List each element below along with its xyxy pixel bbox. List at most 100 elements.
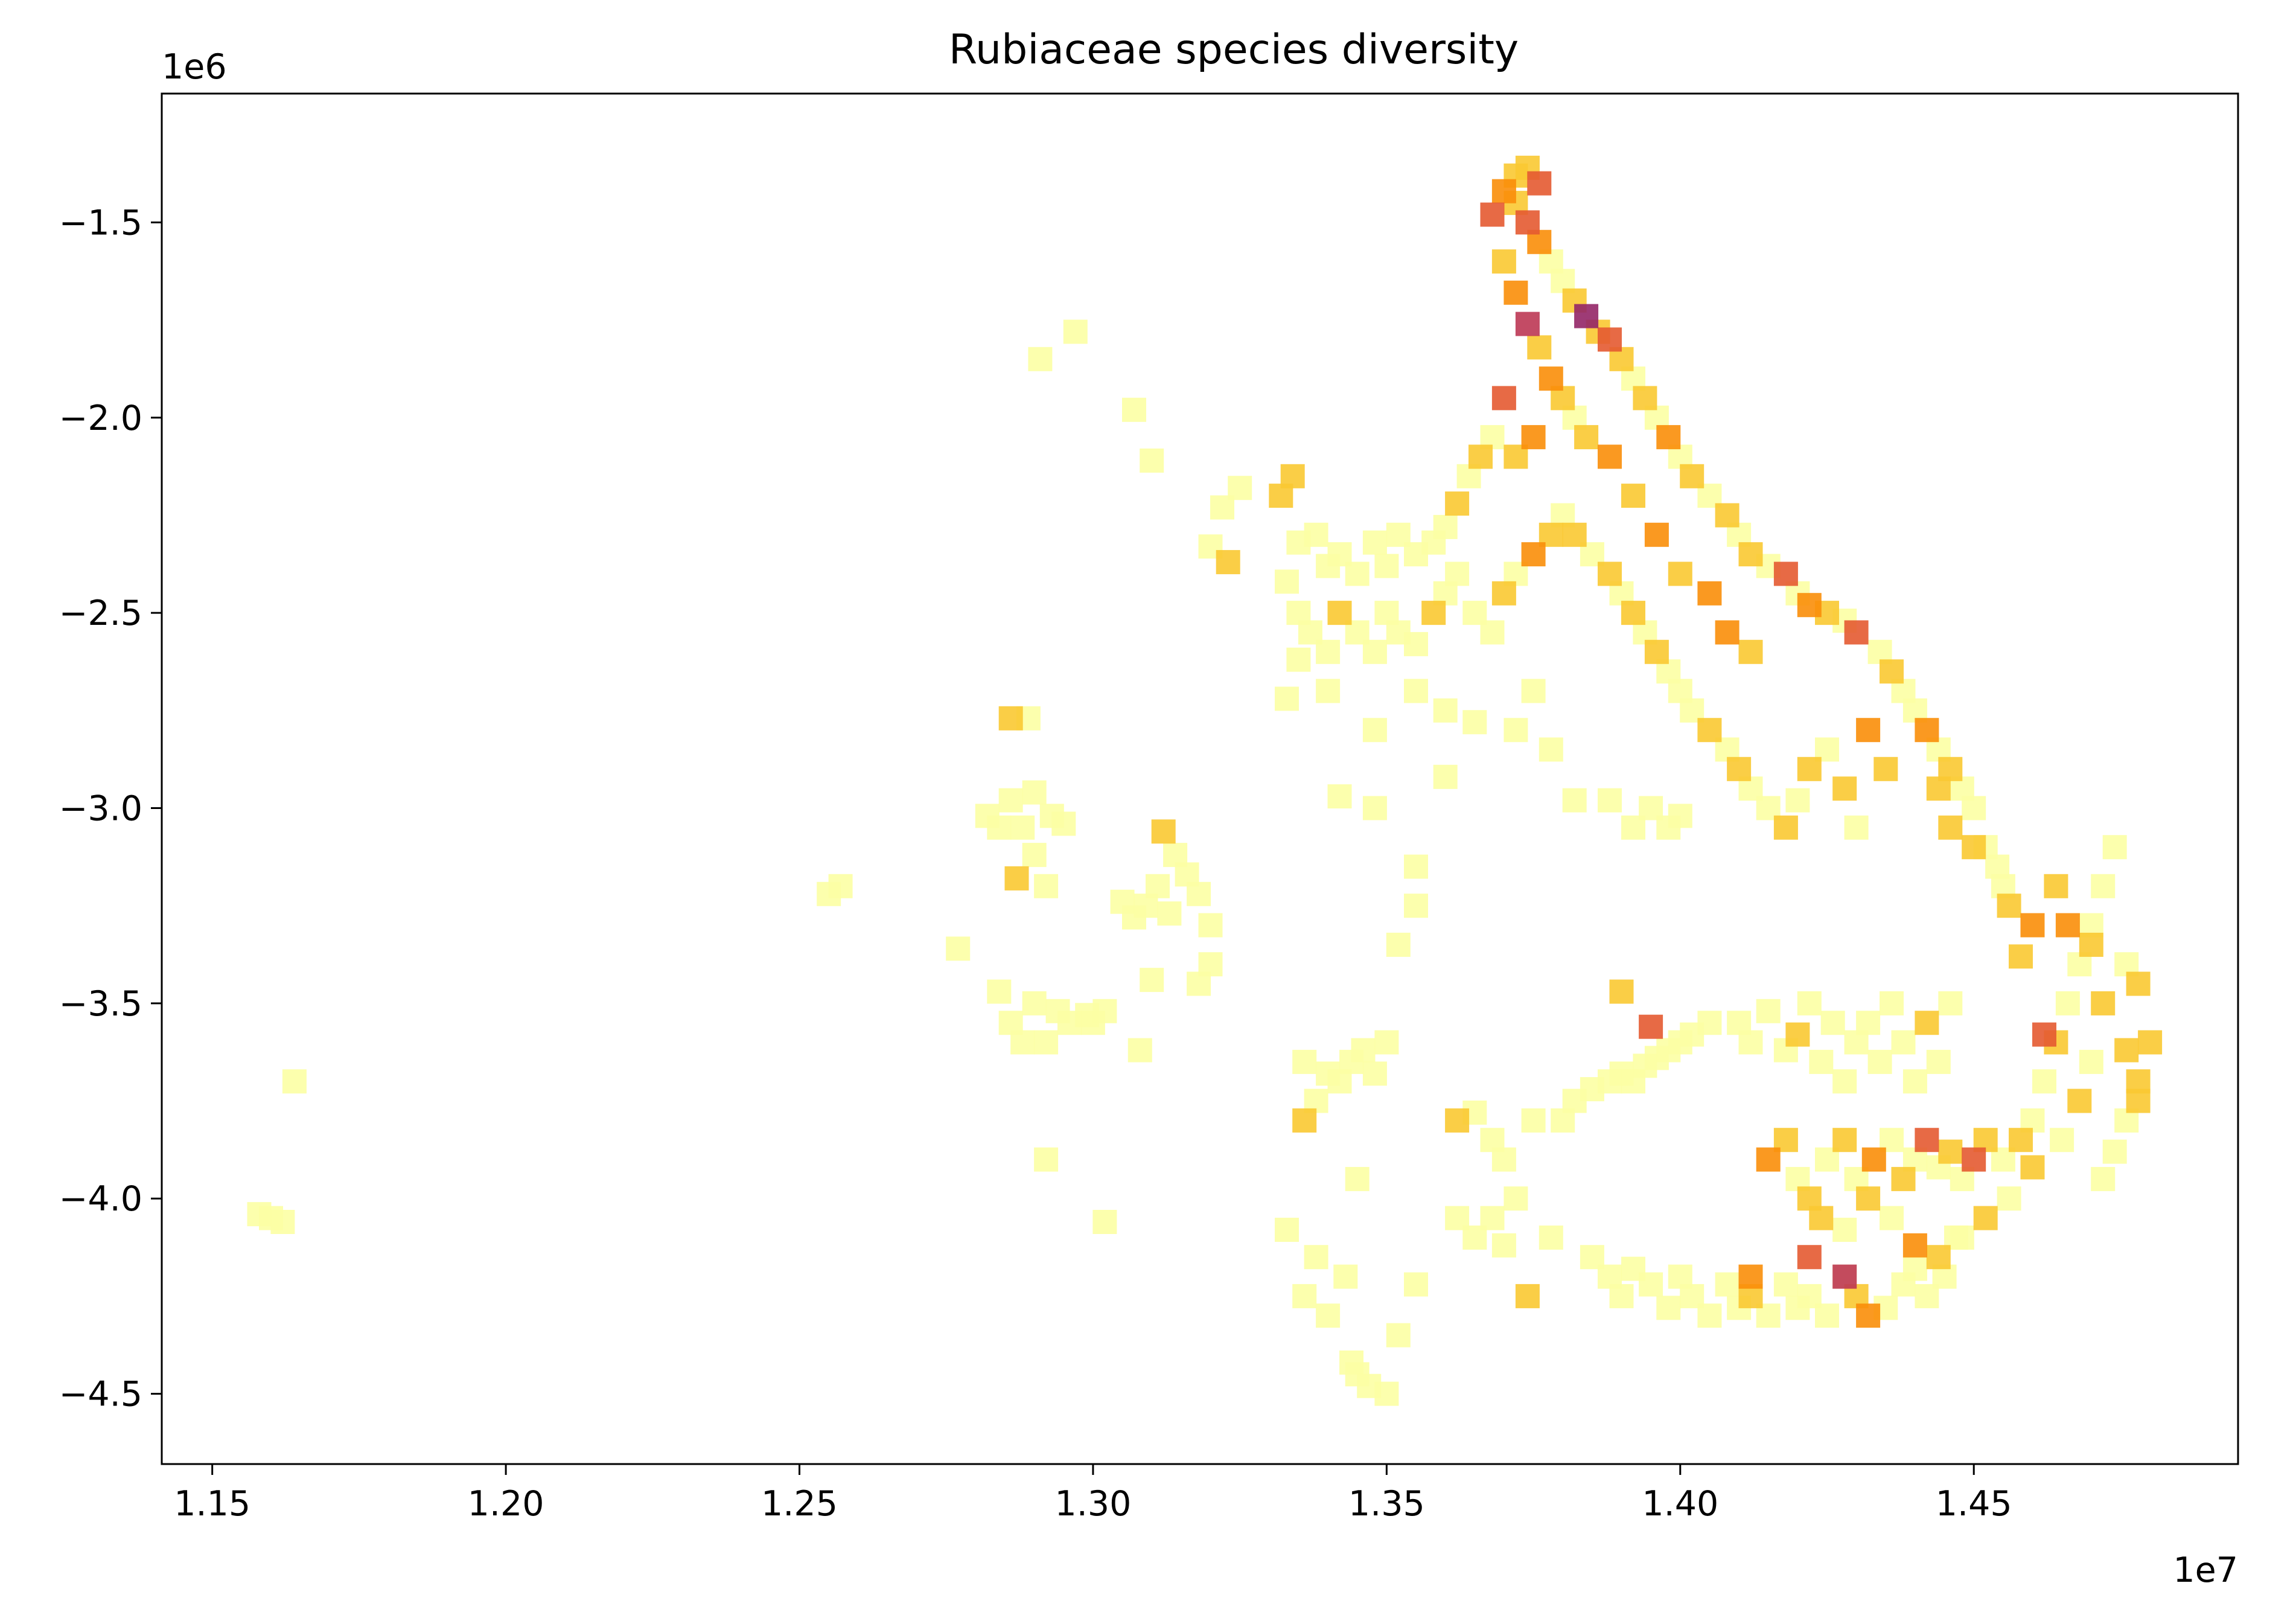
x-tick-label: 1.30 (1054, 1484, 1131, 1524)
data-point (1738, 1264, 1763, 1289)
data-point (1809, 1049, 1834, 1074)
data-point (1832, 776, 1857, 801)
data-point (828, 874, 853, 898)
y-tick-label: −2.5 (59, 593, 142, 633)
data-point (1621, 484, 1645, 508)
data-point (1891, 1030, 1916, 1055)
data-point (1756, 999, 1781, 1023)
data-point (1480, 620, 1505, 645)
data-point (1404, 894, 1428, 918)
data-point (1797, 1245, 1822, 1270)
data-point (1445, 491, 1470, 516)
x-tick-label: 1.20 (468, 1484, 544, 1524)
data-point (1844, 620, 1869, 645)
data-point (1022, 780, 1047, 805)
data-point (1292, 1284, 1317, 1308)
data-point (1316, 679, 1341, 703)
data-point (1773, 561, 1798, 586)
data-point (1574, 304, 1599, 328)
data-point (1902, 1233, 1927, 1258)
data-point (1697, 1011, 1722, 1035)
data-point (1146, 874, 1170, 898)
x-tick-label: 1.35 (1348, 1484, 1425, 1524)
data-point (1915, 718, 1939, 743)
data-point (1504, 1186, 1528, 1211)
data-point (1462, 710, 1487, 735)
data-point (1127, 1038, 1152, 1063)
data-point (1022, 991, 1047, 1015)
data-point (1815, 1303, 1839, 1328)
data-point (2032, 1069, 2056, 1094)
data-point (1374, 1030, 1399, 1055)
data-point (1644, 522, 1669, 547)
data-point (1304, 1245, 1328, 1270)
data-point (2020, 1155, 2045, 1180)
y-tick-label: −4.5 (59, 1375, 142, 1415)
data-point (1621, 601, 1645, 625)
data-point (1915, 1128, 1939, 1153)
data-point (1362, 718, 1387, 743)
data-point (1140, 968, 1164, 993)
data-point (2091, 1166, 2116, 1191)
data-point (1873, 756, 1898, 781)
data-point (1433, 698, 1458, 723)
data-point (1926, 1245, 1951, 1270)
data-point (2091, 874, 2116, 898)
data-point (1374, 554, 1399, 578)
data-point (1345, 1166, 1370, 1191)
data-point (1122, 397, 1146, 422)
data-point (282, 1069, 307, 1094)
data-point (1797, 756, 1822, 781)
data-point (1938, 815, 1963, 840)
y-tick-label: −3.0 (59, 789, 142, 829)
x-tick-label: 1.25 (761, 1484, 838, 1524)
data-point (1491, 1233, 1516, 1258)
chart-title: Rubiaceae species diversity (949, 26, 1519, 74)
data-point (1697, 1303, 1722, 1328)
data-point (1715, 1272, 1740, 1297)
data-point (2044, 874, 2068, 898)
data-point (1140, 448, 1164, 473)
data-point (1832, 1264, 1857, 1289)
data-point (1880, 1206, 1904, 1230)
data-point (1515, 210, 1540, 235)
data-point (1880, 991, 1904, 1015)
data-point (1491, 249, 1516, 274)
data-point (1504, 718, 1528, 743)
data-point (2032, 1022, 2056, 1047)
data-point (1938, 991, 1963, 1015)
data-point (1092, 999, 1117, 1023)
data-point (2126, 1089, 2151, 1113)
data-point (1386, 932, 1411, 957)
data-point (1327, 601, 1352, 625)
data-point (1633, 386, 1657, 411)
data-point (1362, 796, 1387, 820)
data-point (1445, 561, 1470, 586)
data-point (1491, 1147, 1516, 1172)
data-point (987, 815, 1012, 840)
x-offset-label: 1e7 (2173, 1550, 2238, 1590)
data-point (1832, 1069, 1857, 1094)
data-point (1938, 1139, 1963, 1164)
data-point (1010, 815, 1035, 840)
data-point (1598, 444, 1622, 469)
data-point (1926, 776, 1951, 801)
data-point (1962, 835, 1986, 860)
data-point (1491, 581, 1516, 606)
data-point (1480, 202, 1505, 227)
scatter-points (247, 155, 2163, 1406)
data-point (1521, 679, 1546, 703)
data-point (1880, 659, 1904, 684)
data-point (1292, 1049, 1317, 1074)
data-point (1034, 1147, 1059, 1172)
data-point (1386, 522, 1411, 547)
data-point (1063, 319, 1088, 344)
data-point (1316, 554, 1341, 578)
data-point (1010, 1030, 1035, 1055)
data-point (2138, 1030, 2163, 1055)
data-point (987, 979, 1012, 1004)
data-point (998, 788, 1023, 813)
data-point (1515, 312, 1540, 336)
